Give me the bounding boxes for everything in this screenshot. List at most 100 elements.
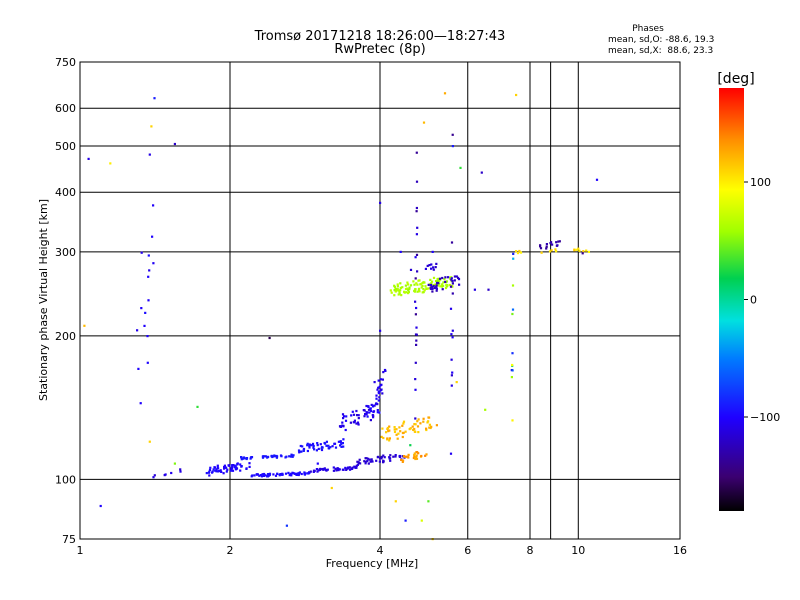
data-point (264, 455, 267, 458)
data-point (417, 452, 420, 455)
data-point (399, 282, 402, 285)
data-point (383, 368, 387, 372)
data-point (414, 430, 417, 433)
data-point (316, 442, 319, 445)
data-point (395, 433, 398, 436)
data-point (293, 472, 297, 475)
data-point (380, 457, 383, 460)
data-point (393, 428, 396, 431)
data-point (299, 444, 302, 448)
data-point (404, 430, 407, 433)
data-point (404, 284, 407, 287)
data-point (416, 283, 419, 286)
data-point (378, 460, 381, 463)
data-point (516, 252, 520, 255)
data-point (443, 278, 446, 281)
data-point (379, 329, 382, 332)
data-point (415, 233, 418, 236)
data-point (315, 449, 318, 452)
data-point (402, 431, 405, 434)
data-point (341, 421, 344, 424)
colorbar-ticks: −100 0 100 (744, 176, 780, 424)
data-point (275, 456, 278, 459)
data-point (407, 288, 410, 291)
data-point (430, 282, 433, 285)
data-point (430, 283, 433, 287)
data-point (302, 447, 306, 451)
data-point (309, 470, 312, 473)
data-point (413, 427, 416, 431)
data-point (369, 460, 372, 463)
data-point (231, 466, 234, 469)
data-point (388, 457, 391, 460)
data-point (428, 426, 431, 429)
data-point (266, 473, 270, 476)
data-point (416, 425, 420, 428)
data-point (393, 284, 396, 287)
data-point (545, 247, 548, 250)
data-point (403, 455, 406, 458)
data-point (308, 471, 311, 474)
data-point (223, 464, 226, 467)
data-point (333, 442, 337, 445)
data-point (316, 444, 319, 447)
data-point (415, 180, 419, 183)
data-point (418, 290, 421, 293)
data-point (339, 425, 342, 428)
data-point (355, 466, 358, 469)
data-point (415, 151, 418, 154)
data-point (364, 412, 367, 416)
data-point (435, 287, 438, 290)
data-point (236, 462, 239, 465)
data-point (345, 415, 348, 418)
data-point (436, 278, 439, 281)
data-point (328, 447, 331, 450)
data-point (380, 383, 383, 386)
data-point (434, 266, 437, 269)
data-point (370, 403, 373, 406)
data-point (316, 462, 319, 465)
data-point (427, 500, 430, 503)
data-point (388, 425, 391, 428)
data-point (371, 404, 375, 407)
data-point (441, 276, 444, 280)
data-point (432, 276, 436, 279)
data-point (557, 240, 560, 243)
data-point (422, 417, 425, 420)
data-point (409, 284, 413, 287)
data-point (393, 294, 396, 297)
data-point (242, 456, 246, 459)
x-tick-label: 8 (527, 544, 534, 557)
data-point (435, 280, 438, 283)
data-point (511, 352, 514, 355)
data-point (487, 288, 490, 291)
data-point (512, 252, 515, 255)
data-point (409, 444, 412, 447)
data-point (148, 153, 151, 156)
data-point (435, 284, 438, 287)
data-point (390, 291, 393, 294)
data-point (342, 415, 346, 418)
data-point (365, 411, 368, 414)
data-point (136, 329, 139, 332)
data-point (459, 166, 462, 169)
data-point (219, 469, 222, 472)
data-point (451, 329, 454, 332)
data-point (153, 97, 156, 100)
data-point (473, 288, 476, 291)
x-tick-label: 4 (377, 544, 384, 557)
data-point (444, 276, 447, 279)
data-point (401, 460, 404, 463)
data-point (232, 464, 235, 467)
data-point (250, 475, 253, 478)
data-point (255, 473, 259, 476)
data-point (325, 440, 328, 443)
data-point (291, 471, 294, 474)
data-point (428, 423, 431, 426)
data-point (399, 250, 402, 253)
data-point (260, 475, 263, 478)
data-point (429, 426, 432, 430)
data-point (240, 456, 243, 459)
data-point (457, 276, 460, 279)
data-point (351, 466, 354, 469)
